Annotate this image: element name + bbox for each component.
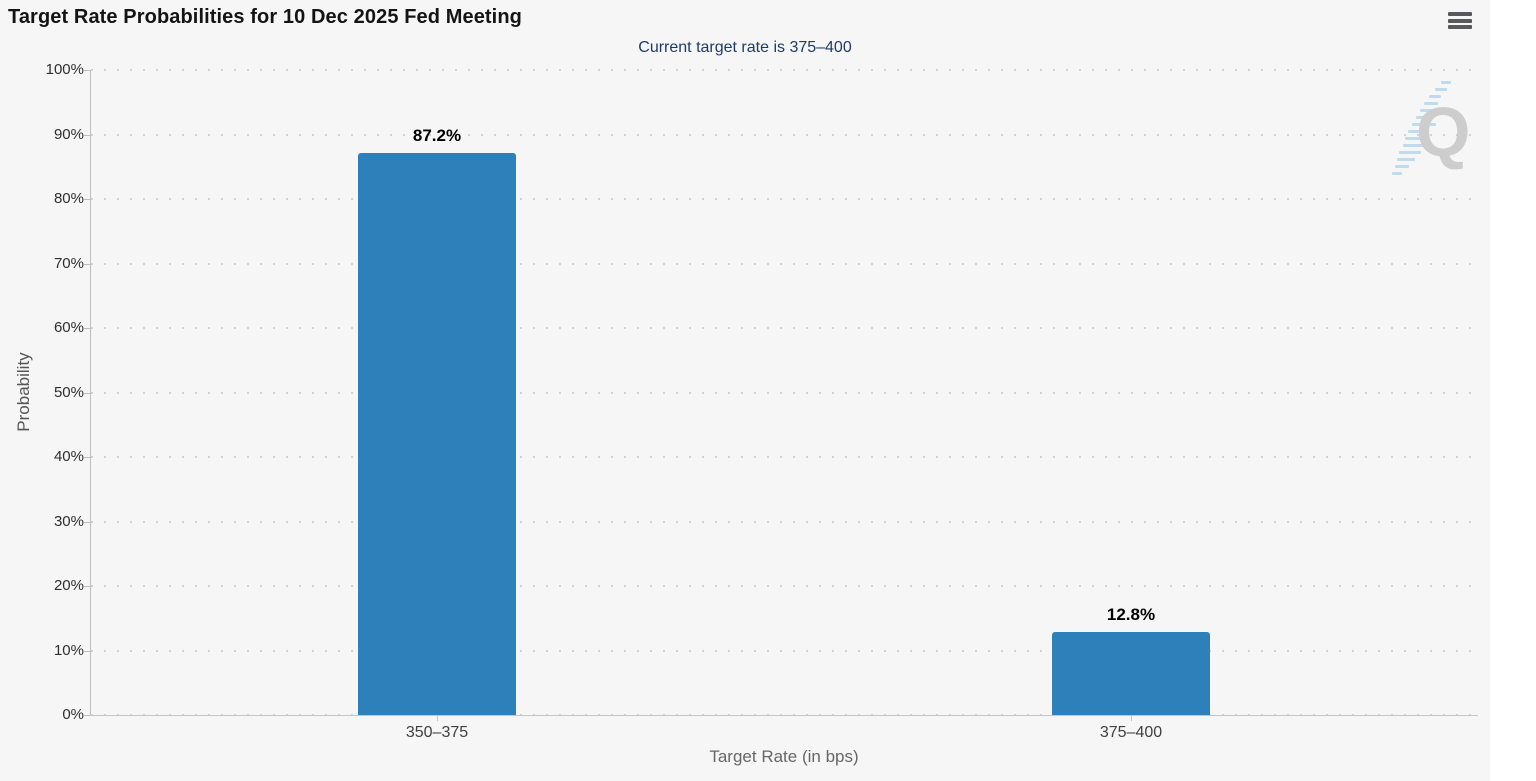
- y-gridline: [91, 69, 1478, 71]
- quikstrike-watermark-logo: Q: [1392, 81, 1470, 175]
- y-gridline: [91, 520, 1478, 523]
- y-gridline: [91, 262, 1478, 265]
- bar-value-label: 12.8%: [1106, 605, 1156, 625]
- y-tick-label: 80%: [53, 190, 84, 207]
- y-axis-line: [90, 70, 91, 715]
- y-axis-tick: [84, 715, 90, 716]
- x-axis-tick: [437, 716, 438, 721]
- menu-bar-line: [1448, 25, 1472, 29]
- y-axis-tick: [84, 586, 90, 587]
- y-tick-label: 90%: [53, 125, 84, 143]
- chart-title: Target Rate Probabilities for 10 Dec 202…: [8, 6, 522, 28]
- y-gridline: [91, 456, 1478, 458]
- y-gridline: [91, 391, 1478, 394]
- fedwatch-chart-panel: Target Rate Probabilities for 10 Dec 202…: [8, 6, 1478, 766]
- y-axis-tick: [84, 328, 90, 329]
- y-axis-tick: [84, 199, 90, 200]
- watermark-swoosh: [1392, 81, 1451, 175]
- y-gridline: [91, 198, 1478, 200]
- y-axis-title: Probability: [14, 352, 33, 432]
- menu-bar-line: [1448, 12, 1472, 16]
- y-tick-label: 40%: [53, 448, 84, 465]
- probability-bar[interactable]: [1052, 632, 1210, 715]
- probability-bar[interactable]: [358, 152, 516, 715]
- y-tick-label: 30%: [53, 512, 84, 530]
- x-axis-title: Target Rate (in bps): [709, 747, 859, 766]
- y-tick-label: 20%: [53, 577, 84, 594]
- watermark-letter-q: Q: [1416, 93, 1470, 171]
- y-axis-tick: [84, 70, 90, 71]
- menu-bar-line: [1448, 18, 1472, 23]
- y-tick-label: 0%: [62, 706, 84, 723]
- x-category-label: 375–400: [1099, 724, 1163, 741]
- y-gridline: [91, 585, 1478, 587]
- hamburger-menu-icon[interactable]: [1447, 11, 1474, 33]
- y-gridline: [91, 133, 1478, 136]
- y-axis-tick: [84, 392, 90, 394]
- x-axis-tick: [1131, 716, 1132, 721]
- y-gridline: [91, 327, 1478, 329]
- chart-subtitle: Current target rate is 375–400: [638, 39, 852, 56]
- y-tick-label: 100%: [45, 61, 84, 78]
- y-gridline: [91, 649, 1478, 652]
- y-tick-label: 10%: [53, 641, 84, 659]
- y-axis-tick: [84, 457, 90, 458]
- y-axis-tick: [84, 650, 90, 652]
- y-tick-label: 60%: [53, 319, 84, 336]
- y-axis-tick: [84, 521, 90, 523]
- x-category-label: 350–375: [405, 724, 469, 741]
- y-tick-label: 70%: [53, 254, 84, 272]
- x-axis-line: [90, 715, 1478, 716]
- y-axis-tick: [84, 134, 90, 136]
- bar-value-label: 87.2%: [412, 125, 462, 145]
- y-axis-tick: [84, 263, 90, 265]
- y-tick-label: 50%: [53, 383, 84, 401]
